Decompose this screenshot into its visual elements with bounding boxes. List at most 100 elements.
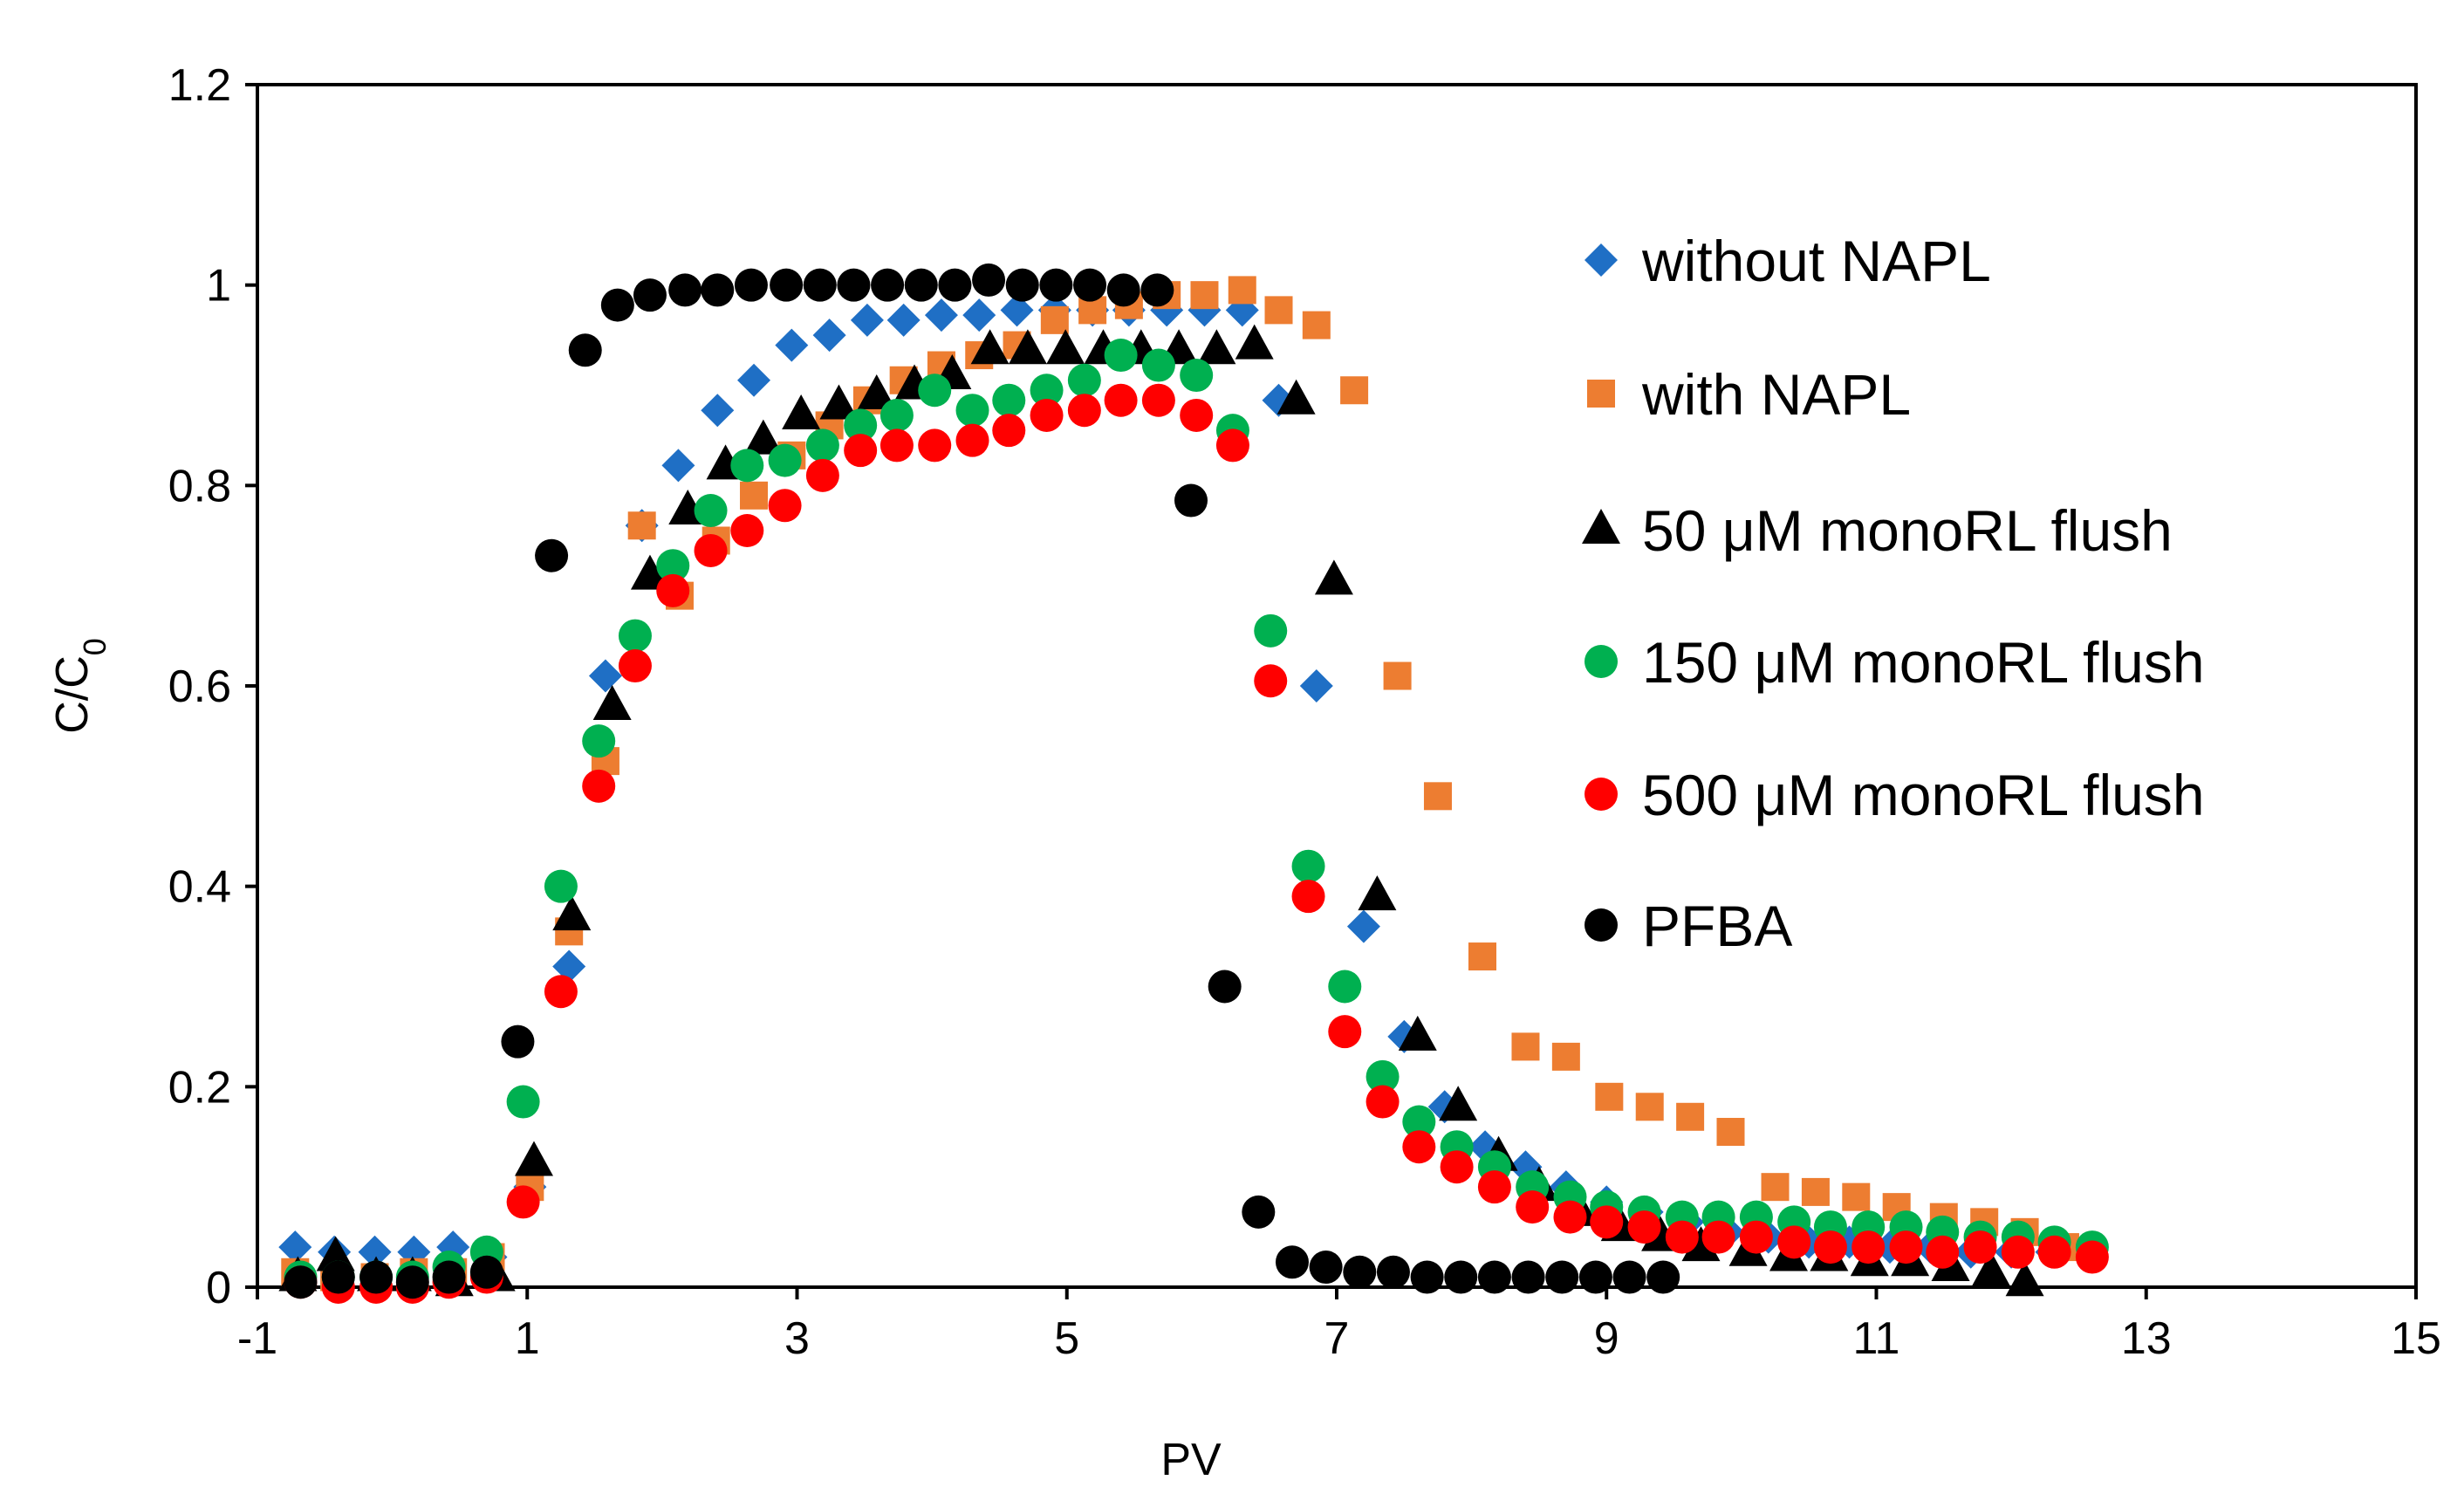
data-point [592, 684, 632, 720]
data-point [1340, 376, 1369, 405]
data-point [1254, 664, 1288, 698]
data-point [1701, 1220, 1735, 1254]
data-point [992, 414, 1026, 448]
data-point [1851, 1230, 1886, 1264]
data-point [782, 394, 821, 429]
data-point [1440, 1150, 1474, 1184]
legend-item: PFBA [1584, 894, 1792, 958]
data-point [1365, 1085, 1400, 1119]
x-tick-label: 3 [784, 1313, 810, 1364]
data-point [1889, 1230, 1923, 1264]
data-point [734, 268, 768, 302]
data-point [506, 1085, 540, 1119]
data-point [1314, 559, 1353, 595]
data-point [805, 458, 839, 492]
data-point [544, 869, 578, 903]
data-point [1761, 1173, 1790, 1202]
data-point [1242, 1195, 1276, 1229]
data-point [1346, 909, 1380, 943]
data-point [1106, 273, 1140, 307]
x-tick-label: 11 [1853, 1313, 1900, 1364]
data-point [1208, 970, 1242, 1004]
data-point [514, 1141, 553, 1176]
data-point [1197, 329, 1236, 365]
legend-item: with NAPL [1587, 362, 1911, 427]
data-point [938, 268, 972, 302]
data-point [1423, 782, 1452, 811]
data-point [1813, 1230, 1847, 1264]
legend-marker [1584, 908, 1618, 942]
data-point [1477, 1260, 1511, 1294]
data-point [1627, 1210, 1661, 1244]
data-point [1842, 1182, 1871, 1211]
data-point [506, 1185, 540, 1219]
data-point [1141, 383, 1175, 417]
data-point [904, 268, 938, 302]
x-tick-label: -1 [237, 1313, 277, 1364]
data-point [1595, 1082, 1624, 1111]
data-point [1005, 268, 1039, 302]
data-point [668, 273, 702, 307]
data-point [857, 374, 896, 409]
y-tick-label: 0.6 [168, 661, 231, 712]
data-point [544, 975, 578, 1009]
data-point [1180, 398, 1214, 432]
data-point [1299, 669, 1333, 702]
data-point [1926, 1235, 1960, 1269]
data-point [1365, 1059, 1400, 1093]
data-point [1383, 661, 1412, 690]
data-point [730, 449, 764, 483]
data-point [812, 319, 846, 353]
data-point [1302, 311, 1331, 339]
y-tick-label: 0.2 [168, 1062, 231, 1113]
data-point [1545, 1260, 1579, 1294]
data-point [1141, 348, 1175, 382]
data-point [1291, 849, 1325, 883]
data-point [395, 1265, 429, 1299]
data-point [1067, 363, 1101, 397]
data-point [992, 383, 1026, 417]
x-tick-label: 1 [515, 1313, 540, 1364]
data-point [656, 549, 690, 583]
data-point [1578, 1260, 1612, 1294]
data-point [1215, 428, 1249, 463]
data-point [1235, 324, 1274, 360]
data-point [775, 328, 809, 362]
data-point [1646, 1260, 1680, 1294]
data-point [805, 428, 839, 463]
data-point [2037, 1235, 2071, 1269]
y-tick-label: 1 [206, 261, 231, 312]
data-point [1477, 1170, 1511, 1204]
data-point [582, 724, 616, 758]
data-point [1801, 1177, 1830, 1206]
data-point [1140, 273, 1174, 307]
data-point [1180, 359, 1214, 393]
data-point [469, 1255, 503, 1289]
data-point [1039, 268, 1073, 302]
data-point [618, 619, 652, 653]
data-point [1398, 1015, 1437, 1051]
x-tick-label: 13 [2121, 1313, 2172, 1364]
data-point [1174, 483, 1208, 517]
legend-marker [1582, 509, 1620, 544]
data-point [1716, 1118, 1745, 1147]
data-point [1046, 329, 1085, 365]
y-tick-label: 0 [206, 1263, 231, 1313]
data-point [1551, 1042, 1580, 1071]
data-point [819, 384, 859, 420]
legend-item: 150 μM monoRL flush [1584, 630, 2205, 695]
legend-label: 500 μM monoRL flush [1642, 763, 2205, 827]
data-point [1590, 1205, 1624, 1239]
legend-marker [1587, 380, 1615, 408]
data-point [1635, 1093, 1664, 1121]
data-point [1676, 1102, 1705, 1131]
y-axis-title-subscript: 0 [77, 638, 113, 655]
data-point [1291, 880, 1325, 914]
data-point [1030, 374, 1064, 408]
legend-item: 500 μM monoRL flush [1584, 763, 2205, 827]
data-point [924, 298, 958, 332]
data-point [1104, 383, 1138, 417]
data-point [2075, 1240, 2109, 1274]
legend-marker [1584, 645, 1618, 678]
